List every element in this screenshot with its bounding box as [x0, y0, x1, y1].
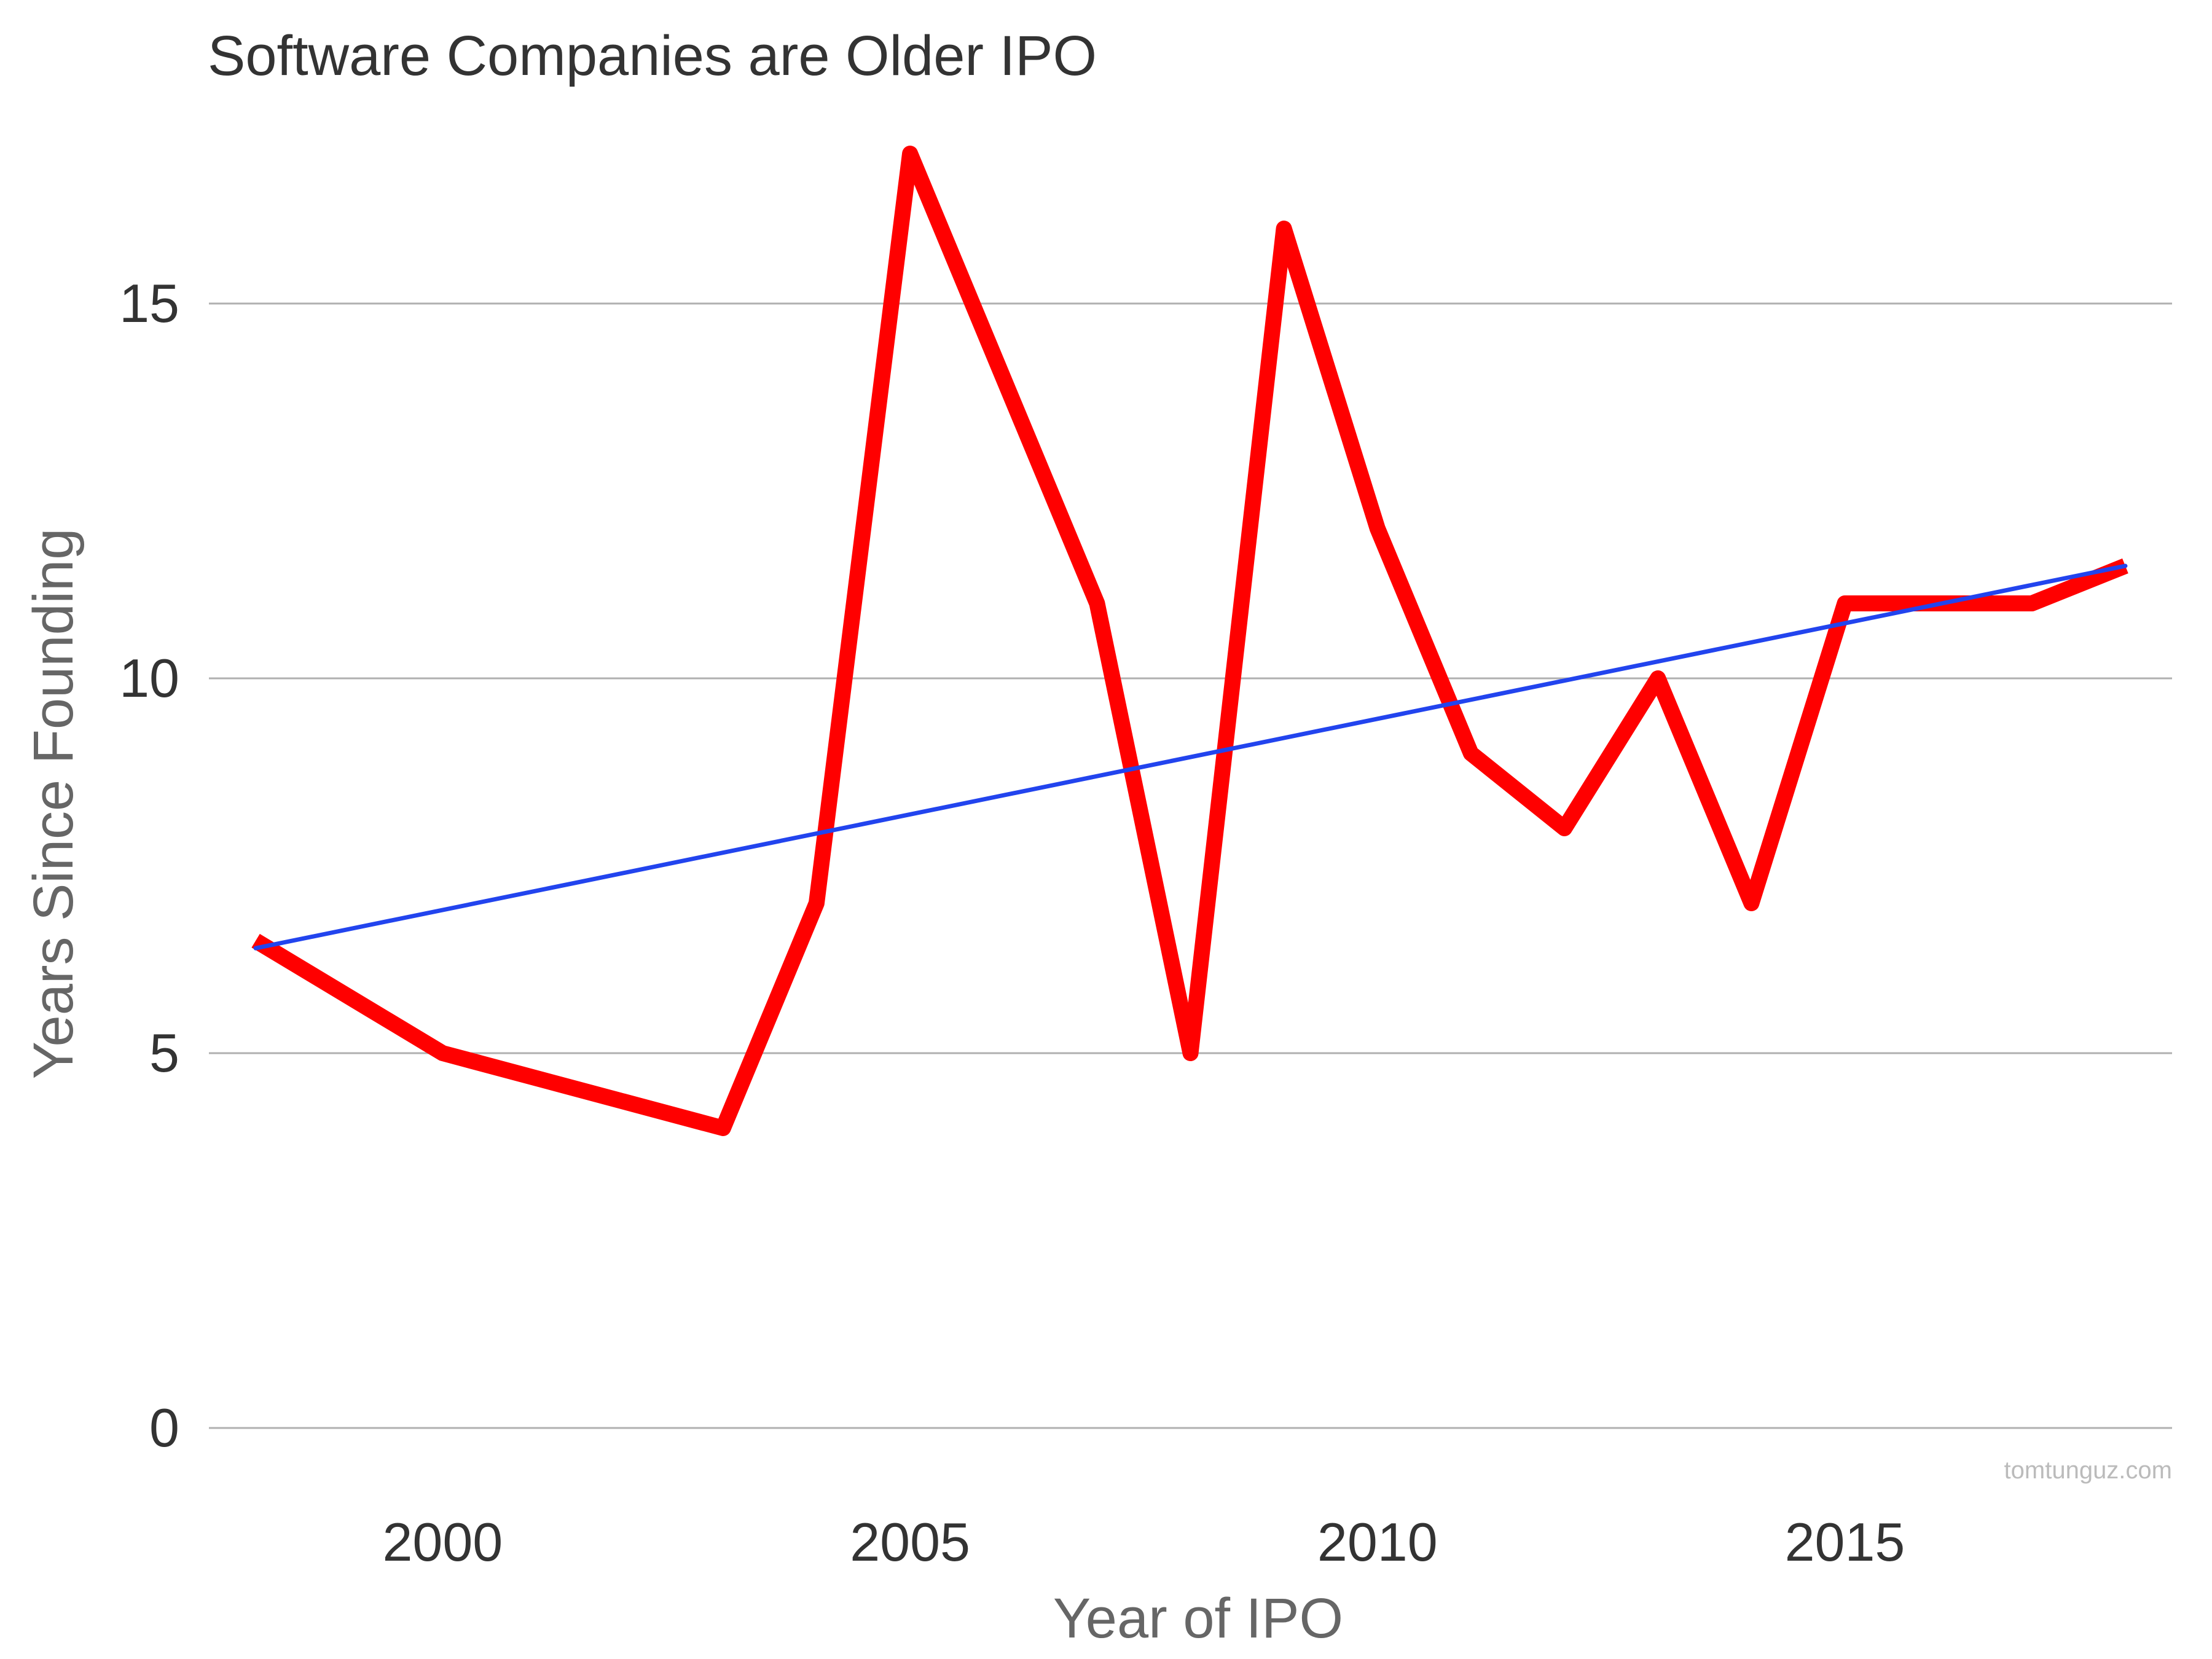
x-tick-label: 2000 [382, 1512, 503, 1572]
data-point [902, 146, 918, 162]
data-point [1089, 595, 1105, 611]
data-series [251, 146, 2128, 1136]
chart-title: Software Companies are Older IPO [208, 25, 1097, 87]
series-line-0 [251, 146, 2128, 1136]
data-point [1276, 221, 1292, 237]
data-point [434, 1045, 450, 1061]
y-tick-label: 15 [119, 273, 179, 334]
data-point [995, 371, 1011, 386]
data-point [1463, 745, 1479, 761]
data-point [809, 895, 825, 911]
data-point [1556, 820, 1572, 836]
y-tick-label: 5 [149, 1022, 179, 1083]
x-axis-ticks: 2000 2005 2010 2015 [382, 1512, 1905, 1572]
x-axis-label: Year of IPO [1053, 1587, 1343, 1650]
y-tick-label: 10 [119, 648, 179, 708]
trendline [253, 563, 2128, 951]
data-point [1183, 1045, 1199, 1061]
data-point [715, 1120, 731, 1136]
gridlines [209, 302, 2172, 1429]
data-point [1837, 595, 1853, 611]
x-tick-label: 2010 [1317, 1512, 1438, 1572]
y-axis-label: Years Since Founding [22, 528, 85, 1080]
trendline-group [253, 563, 2128, 951]
x-tick-label: 2005 [850, 1512, 970, 1572]
x-tick-label: 2015 [1785, 1512, 1905, 1572]
data-point [1370, 520, 1386, 536]
y-axis-ticks: 0 5 10 15 [119, 273, 179, 1458]
data-point [1650, 670, 1666, 686]
y-tick-label: 0 [149, 1397, 179, 1458]
data-point [2024, 595, 2040, 611]
watermark-text: tomtunguz.com [2004, 1457, 2172, 1484]
data-point [1743, 895, 1759, 911]
